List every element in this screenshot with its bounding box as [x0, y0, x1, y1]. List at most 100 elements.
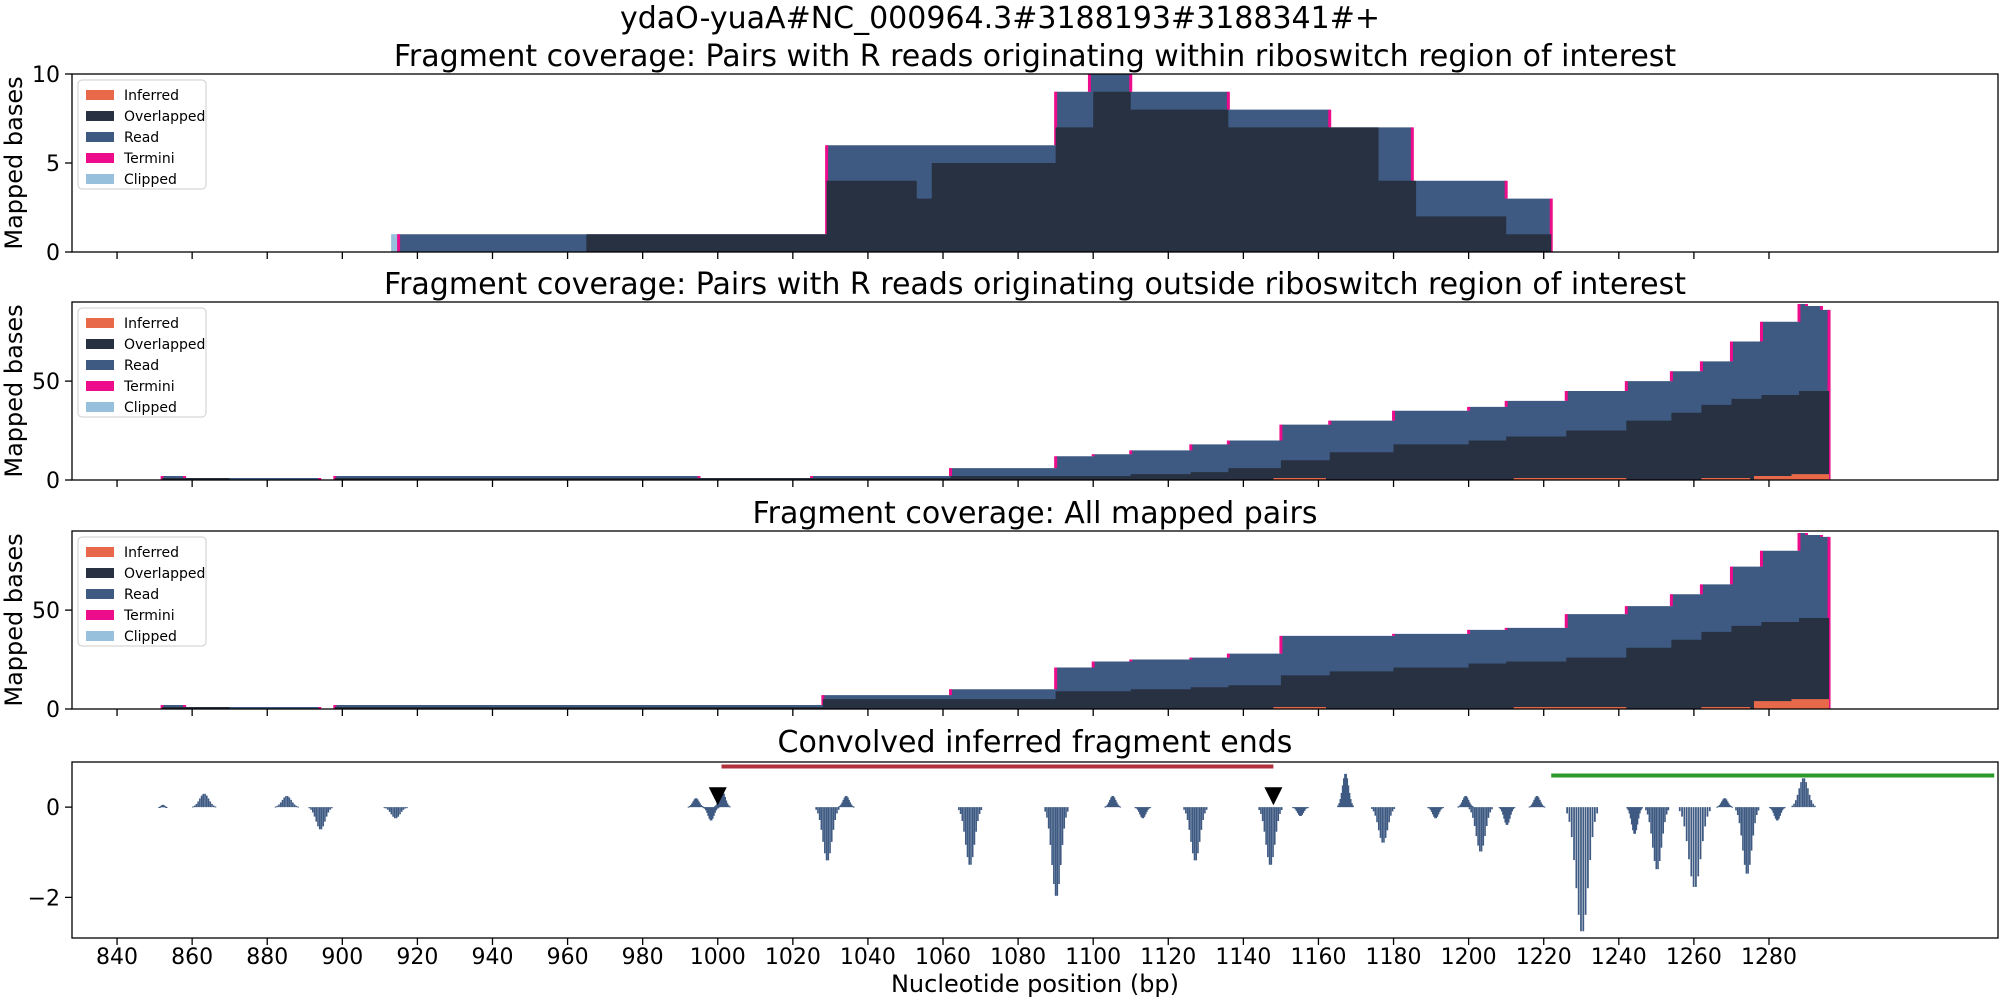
inferred-end-bar [1383, 807, 1385, 843]
inferred-end-bar [1629, 807, 1632, 819]
inferred-end-bar [1059, 807, 1062, 866]
inferred-end-bar [978, 807, 981, 814]
inferred-end-bar [1388, 807, 1390, 823]
inferred-end-bar [202, 793, 205, 808]
inferred-end-bar [1735, 807, 1737, 811]
inferred-end-bar [1778, 807, 1780, 819]
x-tick-label: 960 [547, 945, 589, 970]
inferred-end-bar [1183, 807, 1185, 810]
x-tick-label: 860 [171, 945, 213, 970]
legend: Inferred Overlapped Read Termini Clipped [77, 307, 207, 418]
y-axis-label: Mapped bases [0, 533, 28, 706]
inferred-end-bar [702, 807, 705, 809]
inferred-end-bar [1777, 807, 1779, 821]
inferred-end-bar [1641, 807, 1643, 809]
inferred-end-bar [1757, 807, 1760, 811]
inferred-end-bar [851, 805, 854, 808]
legend-label: Clipped [124, 629, 177, 645]
inferred-end-bar [1716, 806, 1719, 808]
inferred-end-bar [1348, 792, 1351, 808]
axes-frame [71, 761, 1999, 939]
inferred-end-bar [1770, 807, 1772, 809]
inferred-end-bar [1727, 803, 1730, 808]
inferred-end-bar [692, 801, 694, 808]
inferred-end-bar [1719, 803, 1722, 808]
inferred-end-bar [1718, 804, 1721, 808]
inferred-end-bar [1301, 807, 1304, 815]
inferred-end-bar [1106, 804, 1109, 808]
inferred-end-bar [1465, 796, 1468, 808]
inferred-end-bar [1580, 807, 1582, 932]
inferred-end-bar [825, 807, 828, 861]
inferred-end-bar [1046, 807, 1048, 818]
inferred-end-bar [1506, 807, 1509, 825]
inferred-end-bar [716, 807, 719, 809]
inferred-end-bar [1053, 807, 1055, 885]
inferred-end-bar [1480, 807, 1483, 852]
inferred-end-bar [848, 799, 850, 808]
inferred-end-bar [1655, 807, 1658, 870]
inferred-end-bar [1801, 778, 1804, 808]
inferred-end-bar [199, 798, 201, 808]
inferred-end-bar [703, 807, 706, 809]
inferred-end-bar [209, 801, 212, 808]
legend-swatch [86, 111, 114, 121]
inferred-end-bar [714, 806, 716, 808]
inferred-end-bar [837, 807, 840, 810]
inferred-end-bar [1708, 807, 1711, 812]
legend-label: Read [124, 130, 159, 146]
inferred-end-bar [852, 806, 855, 808]
inferred-end-bar [688, 806, 691, 808]
inferred-end-bar [200, 795, 203, 808]
inferred-end-bar [1300, 807, 1302, 816]
inferred-end-bar [1267, 807, 1269, 858]
axes-frame [71, 530, 1999, 710]
inferred-end-bar [1056, 807, 1059, 896]
inferred-end-bar [1352, 805, 1354, 808]
inferred-end-bar [1371, 807, 1373, 809]
inferred-end-bar [1664, 807, 1666, 823]
inferred-end-bar [1542, 805, 1545, 808]
inferred-end-bar [719, 793, 722, 808]
inferred-end-bar [1745, 807, 1748, 874]
inferred-end-bar [1065, 807, 1067, 818]
inferred-end-bar [1781, 807, 1784, 811]
x-tick-label: 1260 [1666, 945, 1722, 970]
inferred-end-bar [1272, 807, 1274, 858]
inferred-end-bar [1135, 807, 1138, 809]
inferred-end-bar [1273, 807, 1276, 845]
inferred-end-bar [1299, 807, 1301, 816]
inferred-end-bar [329, 807, 331, 810]
inferred-end-bar [310, 807, 312, 810]
inferred-end-bar [1296, 807, 1299, 813]
legend-label: Inferred [124, 545, 179, 561]
inferred-end-bar [1472, 806, 1474, 808]
inferred-end-bar [844, 796, 847, 808]
inferred-end-bar [709, 807, 712, 821]
inferred-end-bar [1200, 807, 1203, 830]
inferred-end-bar [1531, 804, 1533, 808]
inferred-end-bar [207, 798, 210, 808]
inferred-end-bar [1774, 807, 1777, 819]
inferred-end-bar [1810, 800, 1813, 808]
x-tick-label: 1020 [765, 945, 821, 970]
inferred-end-bar [698, 801, 700, 808]
inferred-end-bar [1652, 807, 1654, 848]
inferred-end-bar [1780, 807, 1783, 813]
inferred-end-bar [1345, 773, 1347, 808]
inferred-end-bar [279, 802, 282, 808]
legend: Inferred Overlapped Read Termini Clipped [77, 536, 207, 647]
legend-label: Termini [123, 608, 175, 624]
inferred-end-bar [1134, 807, 1137, 809]
inferred-end-bar [1473, 807, 1476, 827]
inferred-end-bar [1136, 807, 1139, 810]
legend-swatch [86, 402, 114, 412]
inferred-end-bar [1596, 807, 1599, 814]
inferred-end-bar [718, 796, 721, 808]
y-tick-label: 50 [32, 370, 60, 395]
inferred-end-bar [1381, 807, 1384, 843]
inferred-end-bar [1393, 807, 1396, 809]
inferred-end-bar [1339, 799, 1342, 808]
suptitle: ydaO-yuaA#NC_000964.3#3188193#3188341#+ [620, 1, 1380, 36]
